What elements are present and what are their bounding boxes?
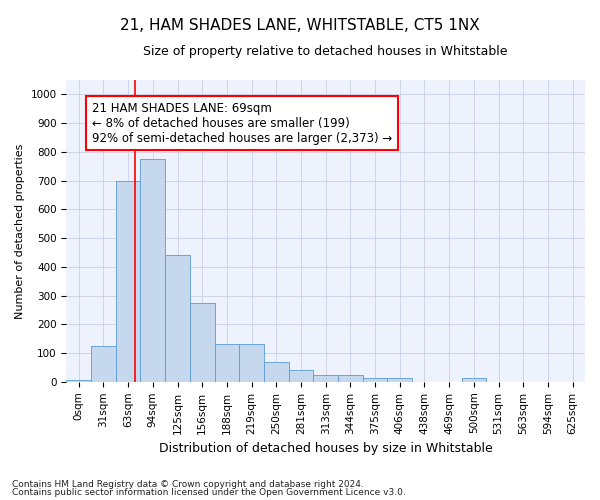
Text: 21 HAM SHADES LANE: 69sqm
← 8% of detached houses are smaller (199)
92% of semi-: 21 HAM SHADES LANE: 69sqm ← 8% of detach… — [92, 102, 392, 144]
Bar — [190, 303, 215, 382]
Bar — [91, 346, 116, 382]
Text: 21, HAM SHADES LANE, WHITSTABLE, CT5 1NX: 21, HAM SHADES LANE, WHITSTABLE, CT5 1NX — [120, 18, 480, 32]
Bar — [363, 378, 388, 382]
Bar — [239, 344, 264, 382]
Bar — [338, 374, 363, 382]
Bar — [289, 370, 313, 382]
Text: Contains HM Land Registry data © Crown copyright and database right 2024.: Contains HM Land Registry data © Crown c… — [12, 480, 364, 489]
Title: Size of property relative to detached houses in Whitstable: Size of property relative to detached ho… — [143, 45, 508, 58]
X-axis label: Distribution of detached houses by size in Whitstable: Distribution of detached houses by size … — [159, 442, 493, 455]
Bar — [140, 159, 165, 382]
Bar — [67, 380, 91, 382]
Bar — [165, 256, 190, 382]
Y-axis label: Number of detached properties: Number of detached properties — [15, 143, 25, 318]
Bar — [215, 344, 239, 382]
Bar — [264, 362, 289, 382]
Text: Contains public sector information licensed under the Open Government Licence v3: Contains public sector information licen… — [12, 488, 406, 497]
Bar — [116, 180, 140, 382]
Bar — [388, 378, 412, 382]
Bar — [313, 374, 338, 382]
Bar — [461, 378, 486, 382]
